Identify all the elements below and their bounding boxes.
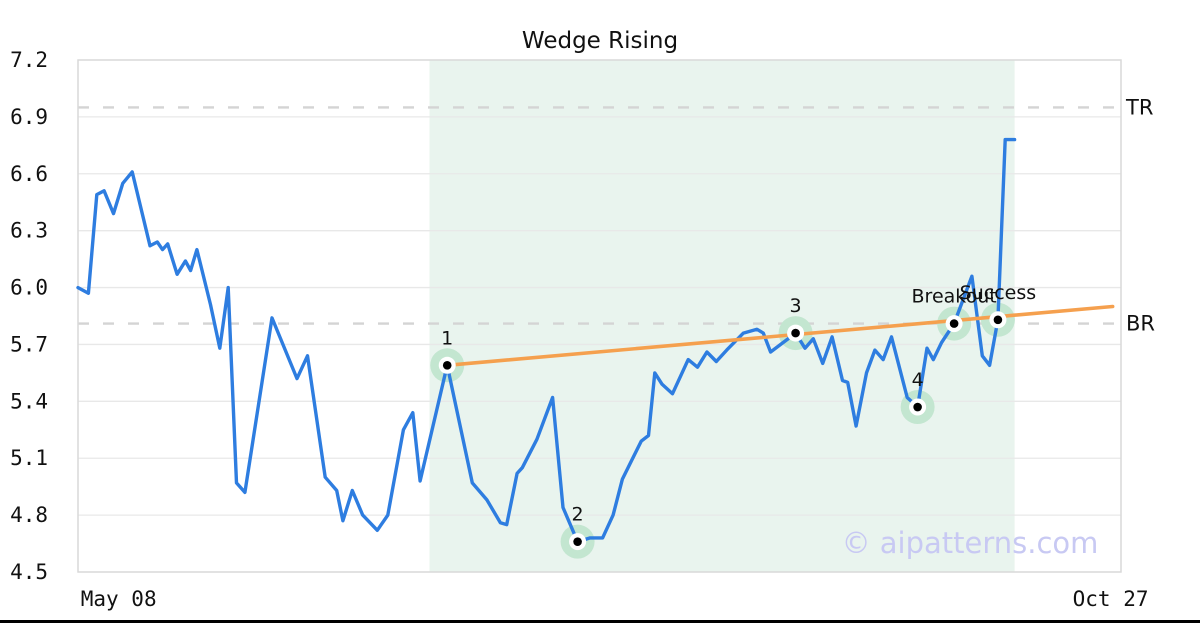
y-tick-label: 5.7: [10, 332, 48, 356]
chart-title: Wedge Rising: [521, 28, 679, 54]
watermark: © aipatterns.com: [842, 526, 1099, 560]
plot-border: [77, 59, 1122, 573]
y-tick-label: 6.3: [10, 219, 48, 243]
y-tick-label: 6.0: [10, 276, 48, 300]
level-label-br: BR: [1126, 312, 1155, 336]
y-tick-label: 6.6: [10, 162, 48, 186]
level-label-tr: TR: [1125, 95, 1153, 119]
y-tick-label: 4.8: [10, 503, 48, 527]
marker-dot: [993, 315, 1003, 325]
marker-label-3: 3: [790, 295, 802, 317]
marker-label-2: 2: [572, 504, 584, 526]
bottom-border-bar: [0, 620, 1200, 623]
y-tick-label: 5.4: [10, 389, 48, 413]
marker-label-4: 4: [912, 369, 924, 391]
marker-dot: [913, 402, 922, 412]
marker-dot: [442, 361, 452, 370]
marker-dot: [791, 328, 800, 338]
y-tick-label: 7.2: [10, 48, 48, 72]
marker-dot: [949, 319, 959, 328]
y-tick-label: 4.5: [10, 560, 48, 584]
marker-label-breakout: Breakout: [912, 286, 997, 308]
pattern-zone: [429, 60, 1015, 572]
marker-dot: [573, 537, 582, 546]
y-tick-label: 5.1: [10, 446, 48, 470]
x-tick-label: Oct 27: [1073, 587, 1149, 611]
y-tick-label: 6.9: [10, 105, 48, 129]
marker-label-1: 1: [441, 327, 453, 349]
marker-label-success: Success: [960, 282, 1036, 304]
x-tick-label: May 08: [81, 587, 157, 611]
